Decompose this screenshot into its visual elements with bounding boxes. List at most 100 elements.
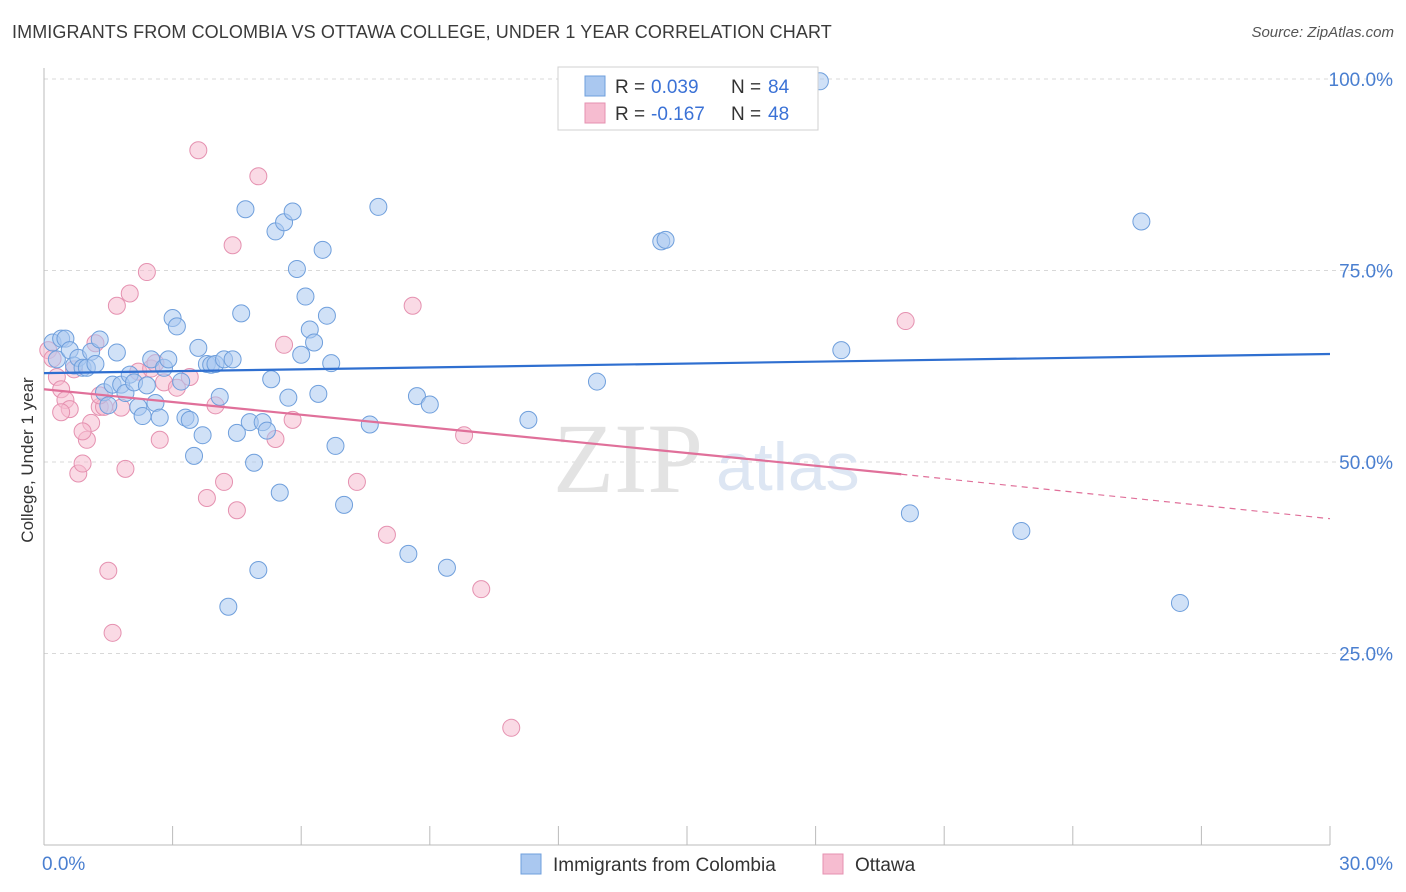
colombia-point bbox=[399, 544, 418, 563]
colombia-point bbox=[107, 343, 126, 362]
ottawa-point bbox=[227, 501, 246, 520]
ottawa-point bbox=[377, 525, 396, 544]
colombia-point bbox=[317, 306, 336, 325]
colombia-point bbox=[210, 387, 229, 406]
colombia-point bbox=[296, 287, 315, 306]
legend-n-value-blue: 84 bbox=[768, 77, 790, 98]
colombia-point bbox=[189, 338, 208, 357]
legend-swatch-blue bbox=[584, 75, 606, 97]
colombia-point bbox=[1012, 521, 1031, 540]
ottawa-point bbox=[197, 489, 216, 508]
source-label: Source: ZipAtlas.com bbox=[1251, 24, 1394, 41]
colombia-point bbox=[305, 333, 324, 352]
colombia-point bbox=[47, 350, 66, 369]
chart-title: IMMIGRANTS FROM COLOMBIA VS OTTAWA COLLE… bbox=[12, 22, 832, 42]
legend-n-label-blue: N = bbox=[731, 77, 761, 98]
watermark-zip: ZIP bbox=[553, 403, 703, 514]
colombia-point bbox=[360, 415, 379, 434]
colombia-point bbox=[223, 350, 242, 369]
ottawa-point bbox=[120, 284, 139, 303]
ottawa-point bbox=[73, 422, 92, 441]
colombia-point bbox=[257, 421, 276, 440]
ottawa-point bbox=[103, 623, 122, 642]
ottawa-point bbox=[502, 718, 521, 737]
x-tick-label-max: 30.0% bbox=[1339, 854, 1393, 875]
colombia-point bbox=[270, 483, 289, 502]
legend-r-label-blue: R = bbox=[615, 77, 645, 98]
colombia-point bbox=[167, 317, 186, 336]
grid-lines bbox=[44, 78, 1393, 654]
colombia-point bbox=[407, 387, 426, 406]
colombia-point bbox=[236, 200, 255, 219]
y-axis-label: College, Under 1 year bbox=[18, 377, 37, 543]
colombia-point bbox=[369, 197, 388, 216]
legend-r-value-blue: 0.039 bbox=[651, 77, 699, 98]
legend-r-value-pink: -0.167 bbox=[651, 104, 705, 125]
colombia-point bbox=[227, 423, 246, 442]
colombia-point bbox=[90, 330, 109, 349]
colombia-point bbox=[137, 376, 156, 395]
ottawa-point bbox=[472, 580, 491, 599]
colombia-point bbox=[587, 372, 606, 391]
colombia-point bbox=[287, 259, 306, 278]
colombia-point bbox=[519, 410, 538, 429]
colombia-point bbox=[185, 446, 204, 465]
ottawa-point bbox=[137, 263, 156, 282]
colombia-trend-line bbox=[43, 352, 1331, 375]
ottawa-point bbox=[73, 454, 92, 473]
colombia-point bbox=[832, 341, 851, 360]
axes bbox=[43, 68, 1331, 846]
bottom-legend-swatch-pink bbox=[822, 853, 844, 875]
colombia-point bbox=[99, 396, 118, 415]
colombia-point bbox=[313, 240, 332, 259]
colombia-point bbox=[219, 597, 238, 616]
ottawa-point bbox=[150, 430, 169, 449]
bottom-legend-label-pink: Ottawa bbox=[855, 855, 916, 876]
legend-n-value-pink: 48 bbox=[768, 104, 789, 125]
y-tick-label: 75.0% bbox=[1339, 262, 1393, 283]
y-tick-label: 100.0% bbox=[1329, 70, 1394, 91]
colombia-point bbox=[900, 504, 919, 523]
y-tick-labels: 100.0% 75.0% 50.0% 25.0% bbox=[1329, 70, 1394, 666]
x-tick-labels: 0.0% 30.0% bbox=[42, 854, 1393, 875]
colombia-point bbox=[172, 372, 191, 391]
colombia-point bbox=[1170, 593, 1189, 612]
ottawa-trend-line-extension bbox=[901, 473, 1331, 520]
colombia-point bbox=[133, 407, 152, 426]
colombia-point bbox=[309, 384, 328, 403]
y-tick-label: 50.0% bbox=[1339, 453, 1393, 474]
colombia-point bbox=[322, 354, 341, 373]
colombia-point bbox=[232, 304, 251, 323]
watermark: ZIP atlas bbox=[553, 403, 860, 514]
ottawa-point bbox=[215, 472, 234, 491]
colombia-point bbox=[180, 410, 199, 429]
ottawa-point bbox=[107, 296, 126, 315]
colombia-point bbox=[437, 558, 456, 577]
colombia-point bbox=[326, 436, 345, 455]
ottawa-point bbox=[275, 335, 294, 354]
colombia-point bbox=[150, 408, 169, 427]
top-legend: R = 0.039 N = 84 R = -0.167 N = 48 bbox=[557, 66, 819, 131]
ottawa-point bbox=[896, 312, 915, 331]
colombia-point bbox=[420, 395, 439, 414]
x-tick-label-min: 0.0% bbox=[42, 854, 85, 875]
legend-n-label-pink: N = bbox=[731, 104, 761, 125]
y-tick-label: 25.0% bbox=[1339, 645, 1393, 666]
trend-lines bbox=[43, 352, 1331, 520]
ottawa-point bbox=[52, 403, 71, 422]
colombia-point bbox=[193, 426, 212, 445]
ottawa-point bbox=[189, 141, 208, 160]
colombia-point bbox=[283, 202, 302, 221]
ottawa-point bbox=[347, 472, 366, 491]
colombia-point bbox=[279, 388, 298, 407]
legend-swatch-pink bbox=[584, 102, 606, 124]
colombia-point bbox=[292, 345, 311, 364]
bottom-legend: Immigrants from Colombia Ottawa bbox=[520, 853, 916, 876]
ottawa-point bbox=[116, 459, 135, 478]
bottom-legend-swatch-blue bbox=[520, 853, 542, 875]
ottawa-point bbox=[249, 167, 268, 186]
colombia-point bbox=[656, 230, 675, 249]
ottawa-point bbox=[283, 410, 302, 429]
ottawa-point bbox=[403, 296, 422, 315]
